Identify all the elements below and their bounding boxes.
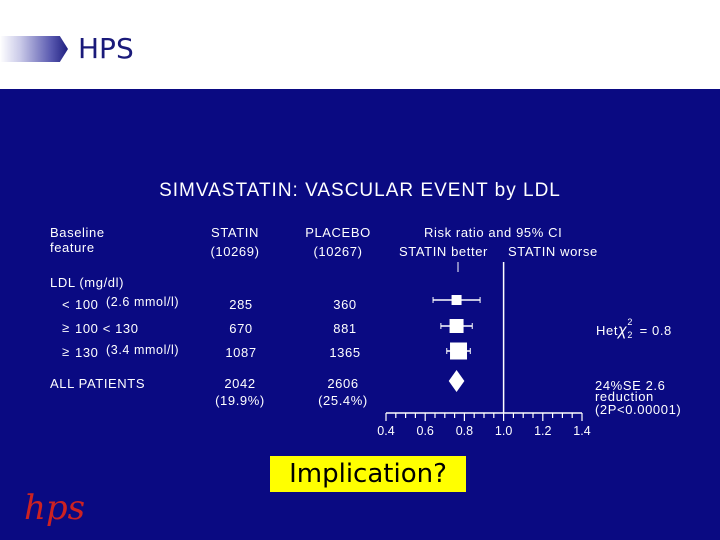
total-label: ALL PATIENTS [50, 376, 146, 391]
col-statin-better: STATIN better [399, 244, 488, 259]
het-chi-symbol: χ [618, 322, 628, 339]
reduction-line2: reduction [595, 389, 654, 404]
overall-diamond [448, 370, 465, 392]
row2-label: 100 < 130 [75, 321, 139, 336]
col-statin-worse: STATIN worse [508, 244, 598, 259]
total-placebo: 2606 [327, 376, 359, 391]
x-tick-label: 0.4 [377, 424, 394, 438]
col-statin-line1: STATIN [211, 225, 259, 240]
col-feature-line1: Baseline [50, 225, 105, 240]
col-feature-line2: feature [50, 240, 95, 255]
row3-sym: ≥ [62, 344, 70, 359]
row1-sub: (2.6 mmol/l) [106, 295, 180, 309]
col-placebo-line2: (10267) [313, 244, 363, 259]
row1-placebo: 360 [333, 297, 357, 312]
reduction-line1: 24%SE 2.6 [595, 378, 666, 393]
ratio-square [450, 342, 468, 360]
slide-title: SIMVASTATIN: VASCULAR EVENT by LDL [159, 180, 561, 201]
x-tick-label: 1.0 [495, 424, 512, 438]
row1-sym: < [62, 297, 71, 312]
het-superscript: 2 [627, 317, 633, 327]
row2-placebo: 881 [333, 321, 357, 336]
implication-box: Implication? [270, 456, 466, 492]
total-statin: 2042 [224, 376, 256, 391]
row2-sym: ≥ [62, 320, 70, 335]
row3-statin: 1087 [225, 345, 257, 360]
reduction-line3: (2P<0.00001) [595, 402, 682, 417]
x-tick-label: 0.6 [417, 424, 434, 438]
ratio-square [449, 319, 464, 333]
row3-label: 130 [75, 345, 99, 360]
x-tick-label: 1.4 [573, 424, 590, 438]
row1-label: 100 [75, 297, 99, 312]
row1-statin: 285 [229, 297, 253, 312]
row2-statin: 670 [229, 321, 253, 336]
x-tick-label: 1.2 [534, 424, 551, 438]
section-ldl-label: LDL (mg/dl) [50, 275, 125, 290]
col-statin-line2: (10269) [210, 244, 260, 259]
het-label: Hetχ 2 2 = 0.8 [596, 317, 672, 340]
total-placebo-pct: (25.4%) [318, 393, 368, 408]
col-risk-ratio: Risk ratio and 95% CI [424, 225, 563, 240]
het-subscript: 2 [627, 330, 633, 340]
total-statin-pct: (19.9%) [215, 393, 265, 408]
hps-logo: hps [24, 488, 86, 528]
het-value: = 0.8 [639, 323, 672, 338]
x-tick-label: 0.8 [456, 424, 473, 438]
het-text: Het [596, 323, 619, 338]
header-accent-band [0, 36, 68, 62]
col-placebo-line1: PLACEBO [305, 225, 371, 240]
row3-sub: (3.4 mmol/l) [106, 343, 180, 357]
page-title: HPS [78, 32, 134, 65]
ratio-square [451, 295, 462, 305]
row3-placebo: 1365 [329, 345, 361, 360]
